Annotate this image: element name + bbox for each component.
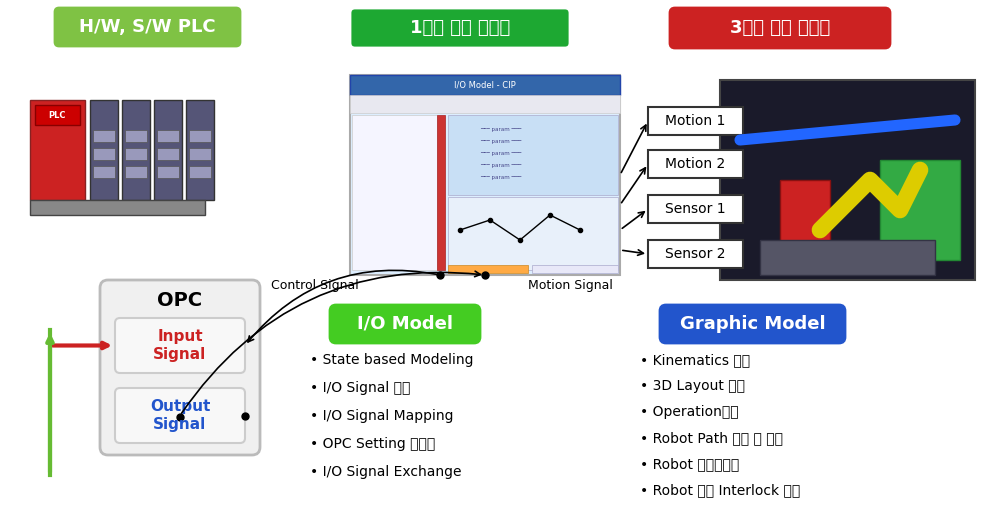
FancyBboxPatch shape [330,305,480,343]
Text: Control Signal: Control Signal [271,279,359,291]
Bar [157,166,179,178]
Bar [648,195,743,223]
Bar [186,100,214,200]
FancyBboxPatch shape [55,8,240,46]
Text: I/O Model: I/O Model [357,315,453,333]
Bar [448,115,618,195]
Text: Motion 2: Motion 2 [666,157,726,171]
FancyBboxPatch shape [100,280,260,455]
Text: • I/O Signal Mapping: • I/O Signal Mapping [310,409,453,423]
Text: Input
Signal: Input Signal [153,329,206,362]
Bar [448,197,618,270]
FancyBboxPatch shape [115,318,245,373]
Text: OPC: OPC [157,290,202,310]
Text: ─── param ───: ─── param ─── [480,140,522,144]
Text: Sensor 2: Sensor 2 [666,247,726,261]
FancyBboxPatch shape [660,305,845,343]
Bar [350,95,620,113]
Text: ─── param ───: ─── param ─── [480,164,522,168]
Text: ─── param ───: ─── param ─── [480,152,522,156]
Text: Motion Signal: Motion Signal [528,279,613,291]
FancyBboxPatch shape [115,388,245,443]
Bar [760,240,935,275]
Bar [532,265,618,273]
FancyBboxPatch shape [670,8,890,48]
Text: • Robot 상호 Interlock 적용: • Robot 상호 Interlock 적용 [640,483,800,497]
Bar [189,166,211,178]
Bar [122,100,150,200]
Text: Sensor 1: Sensor 1 [666,202,726,216]
Text: 1세부 과제 결과물: 1세부 과제 결과물 [409,19,511,37]
Bar [93,148,115,160]
Bar [720,80,975,280]
Bar [125,130,147,142]
Text: Graphic Model: Graphic Model [680,315,825,333]
Bar [35,105,80,125]
Bar [648,150,743,178]
Text: • Robot 시뮬레이션: • Robot 시뮬레이션 [640,457,740,471]
Bar [648,107,743,135]
Text: • Robot Path 생성 및 검증: • Robot Path 생성 및 검증 [640,431,783,445]
Text: I/O Model - CIP: I/O Model - CIP [454,81,516,89]
Bar [20,80,240,220]
Bar [154,100,182,200]
Bar [780,180,830,260]
Text: PLC: PLC [48,111,66,120]
Text: • State based Modeling: • State based Modeling [310,353,473,367]
Text: • Kinematics 정의: • Kinematics 정의 [640,353,750,367]
Text: • Operation생성: • Operation생성 [640,405,739,419]
Bar [125,166,147,178]
Bar [437,115,445,270]
Bar [350,75,620,95]
Text: ─── param ───: ─── param ─── [480,176,522,180]
Bar [30,100,85,200]
Bar [157,130,179,142]
Bar [648,240,743,268]
Text: • OPC Setting 마트시: • OPC Setting 마트시 [310,437,435,451]
Text: • I/O Signal Exchange: • I/O Signal Exchange [310,465,461,479]
Bar [90,100,118,200]
Bar [30,200,205,215]
Bar [448,265,528,273]
Bar [352,115,437,270]
Bar [125,148,147,160]
Bar [189,130,211,142]
Bar [157,148,179,160]
Text: Output
Signal: Output Signal [150,399,210,431]
Text: H/W, S/W PLC: H/W, S/W PLC [79,18,216,36]
Text: Motion 1: Motion 1 [666,114,726,128]
Bar [350,75,620,275]
Bar [93,166,115,178]
Text: • I/O Signal 생성: • I/O Signal 생성 [310,381,410,395]
Bar [93,130,115,142]
Text: • 3D Layout 생성: • 3D Layout 생성 [640,379,745,393]
Text: ─── param ───: ─── param ─── [480,128,522,132]
FancyBboxPatch shape [350,8,570,48]
Text: 3세부 과제 결과물: 3세부 과제 결과물 [730,19,830,37]
Bar [189,148,211,160]
Bar [880,160,960,260]
